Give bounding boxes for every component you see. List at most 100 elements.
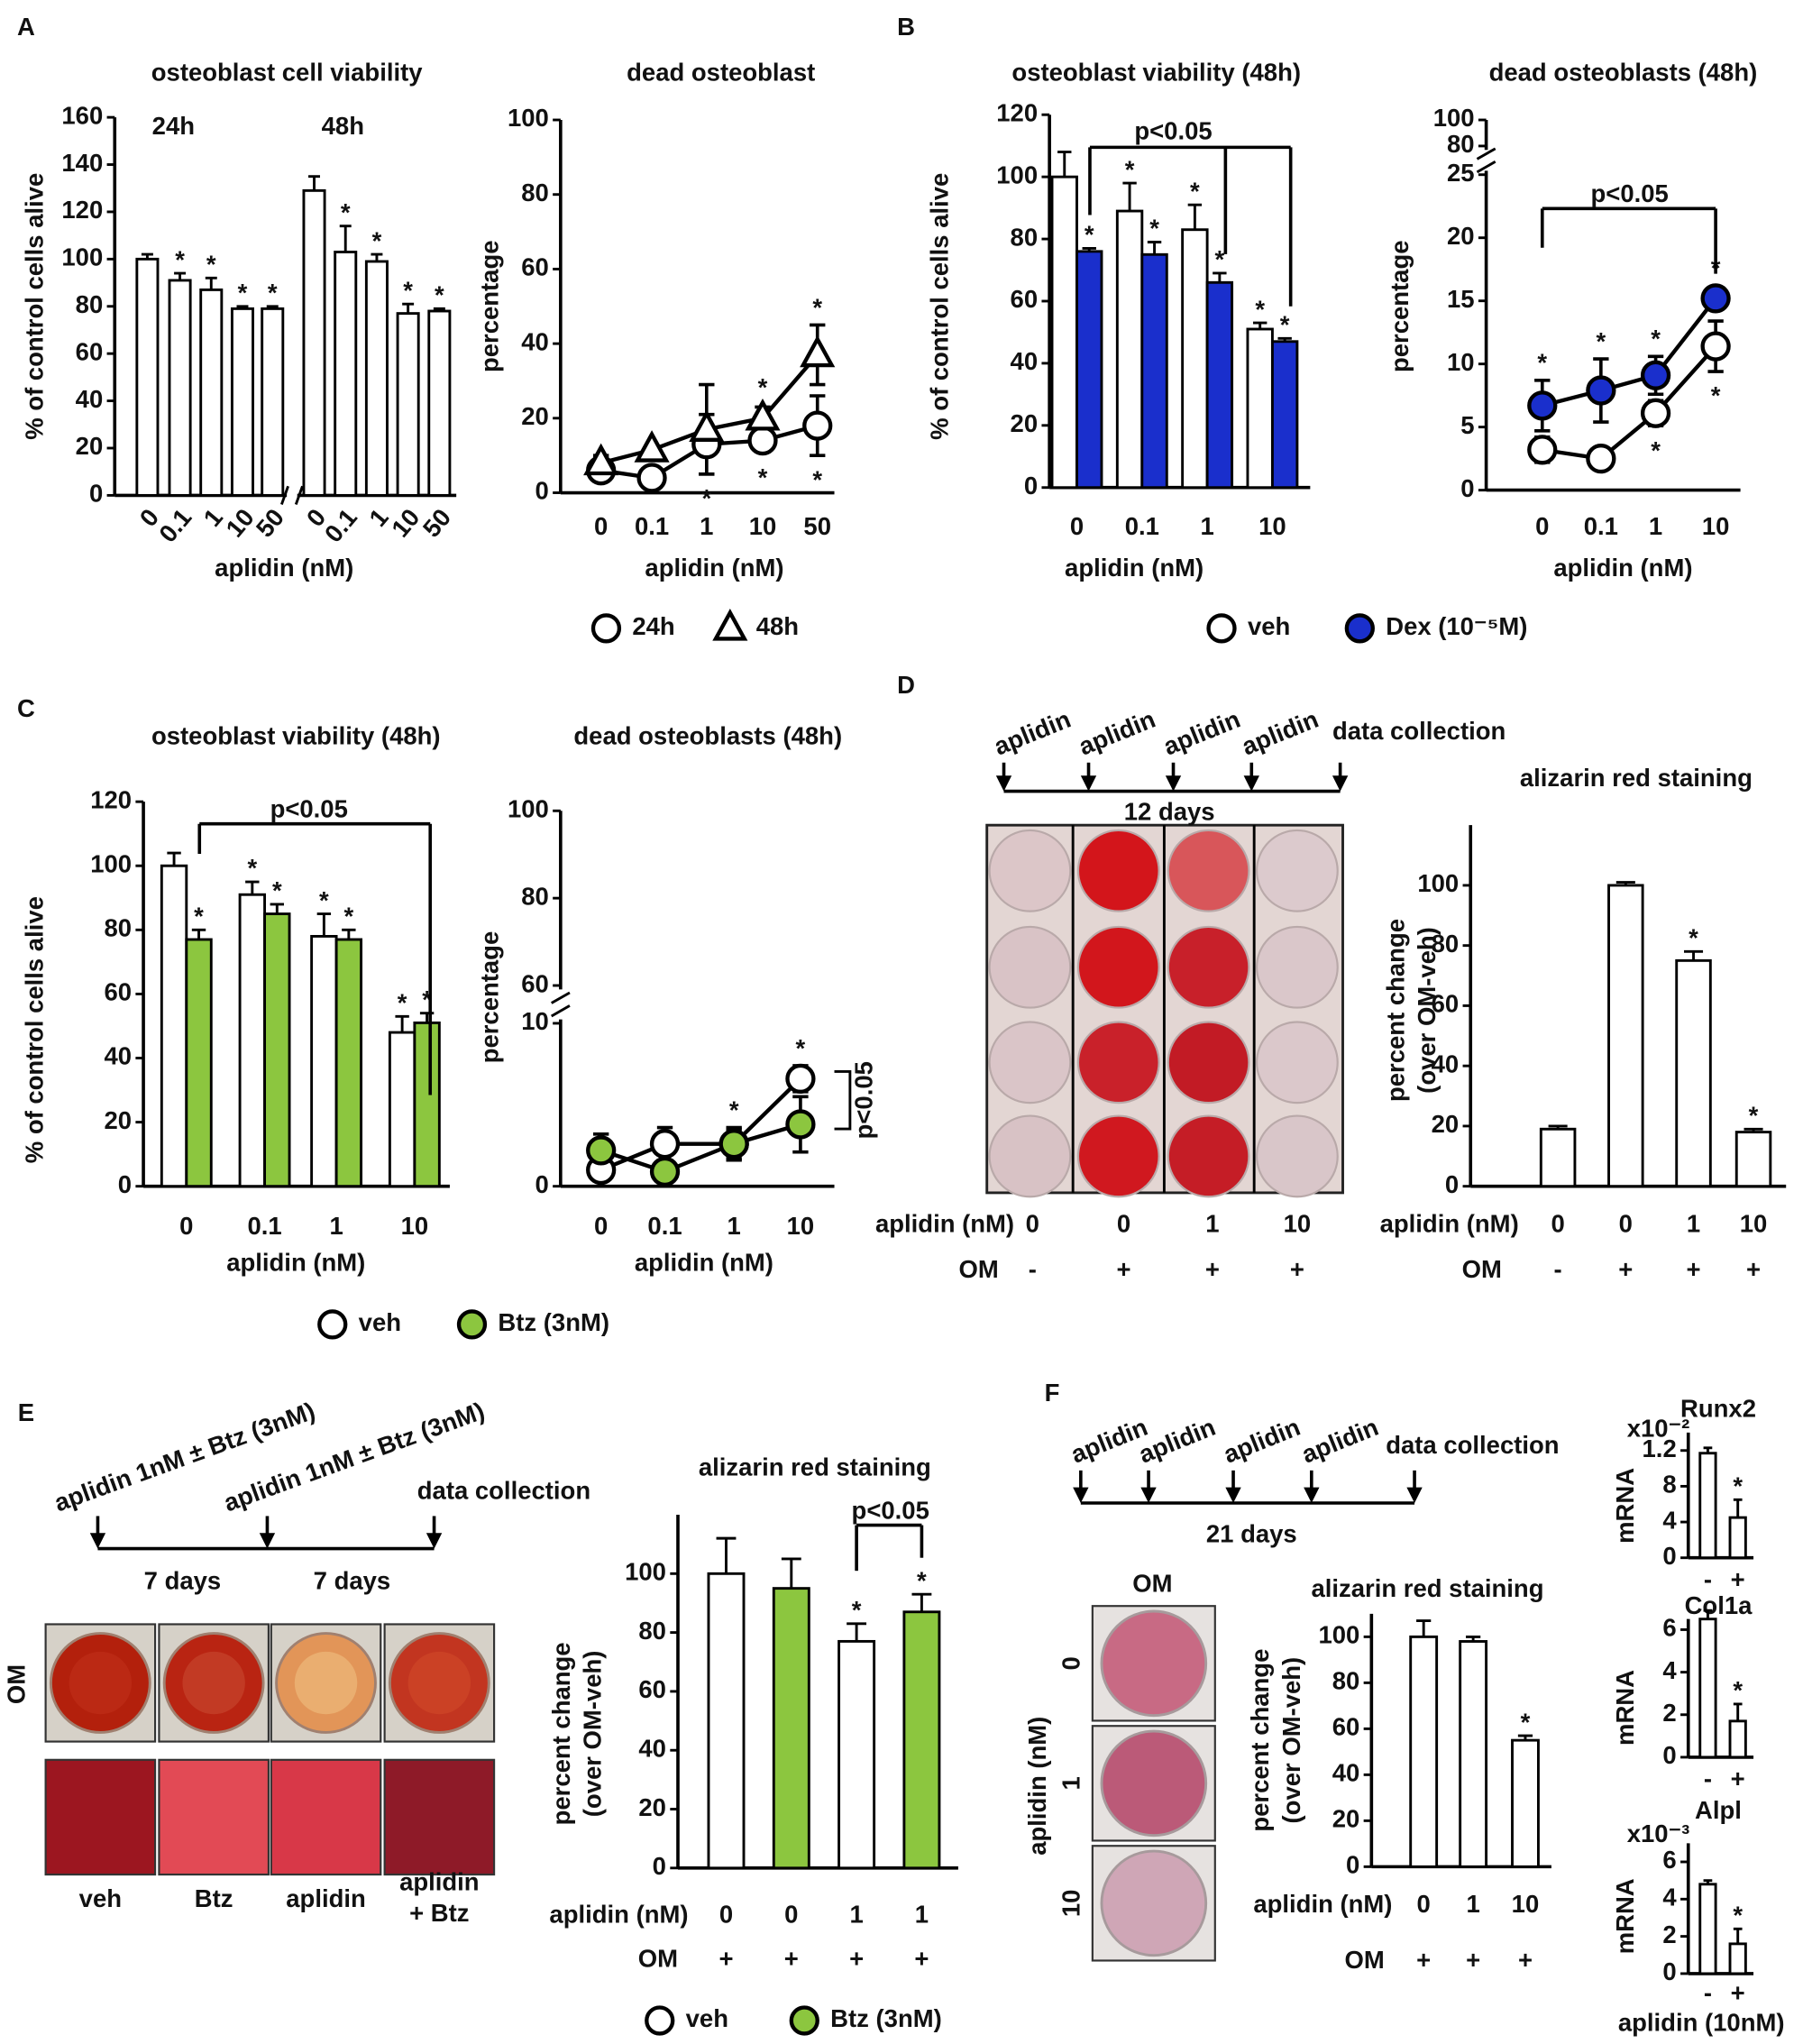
bar: [1459, 1640, 1488, 1868]
significance-star: *: [1733, 1472, 1743, 1500]
marker: [1344, 613, 1375, 644]
marker: [1640, 360, 1671, 390]
bar: [135, 257, 160, 497]
x-tick-label: 0: [1070, 512, 1084, 540]
timeline-arrowhead: [1080, 775, 1097, 792]
chart-title: dead osteoblasts (48h): [1489, 59, 1758, 87]
y-tick-label: 1.2: [1643, 1434, 1677, 1462]
error-bar: [911, 1592, 932, 1612]
x-tick-label: 50: [251, 503, 289, 542]
panel-label: C: [17, 694, 35, 722]
well: [1255, 1114, 1339, 1198]
y-tick-label: 20: [638, 1793, 666, 1821]
bar: [427, 309, 452, 497]
error-bar: [781, 1557, 801, 1589]
y-axis-label: mRNA: [1611, 1878, 1639, 1954]
timeline-arrowhead: [1140, 1487, 1157, 1503]
significance-star: *: [403, 276, 413, 304]
y-tick-label: 60: [76, 337, 104, 365]
axis-break: [294, 485, 304, 506]
row-value: +: [1466, 1946, 1480, 1974]
timeline-arrowhead: [1406, 1487, 1423, 1503]
error-bar: [1082, 246, 1096, 252]
y-tick-label: 20: [76, 432, 104, 460]
bar: [168, 279, 192, 497]
bar: [707, 1572, 746, 1870]
significance-star: *: [729, 1096, 739, 1124]
x-tick-label: 0: [1417, 1890, 1431, 1918]
y-tick-label: 20: [1332, 1805, 1360, 1833]
axis-break: [1476, 147, 1496, 160]
marker: [586, 1135, 617, 1166]
error-bar: [236, 305, 249, 309]
bar: [1205, 280, 1234, 490]
significance-star: *: [812, 465, 822, 493]
y-axis-label: mRNA: [1611, 1468, 1639, 1544]
error-bar: [371, 252, 383, 261]
error-bar: [266, 305, 279, 309]
well: [1076, 1021, 1160, 1104]
y-tick-label: 20: [1011, 409, 1039, 437]
x-tick-label: 0: [784, 1901, 798, 1929]
row-label: OM: [958, 1255, 998, 1283]
marker: [456, 1309, 488, 1340]
end-label: data collection: [1332, 717, 1506, 745]
error-bar: [1057, 151, 1072, 178]
photo-axis-label: aplidin (nM): [1023, 1717, 1051, 1856]
timeline-arrowhead: [995, 775, 1012, 792]
row-label: OM: [2, 1664, 30, 1704]
bar: [1539, 1127, 1577, 1188]
y-tick-label: 40: [638, 1734, 666, 1762]
x-tick-label: 10: [1512, 1890, 1540, 1918]
y-tick-label: 100: [1417, 869, 1459, 897]
y-tick-label: 40: [521, 327, 549, 355]
x-tick-label: 0: [594, 1212, 608, 1240]
marker: [718, 1129, 749, 1159]
micrograph: [44, 1758, 157, 1876]
marker: [689, 409, 725, 442]
marker: [636, 463, 667, 493]
bar: [1115, 209, 1144, 490]
chart-title: alizarin red staining: [1312, 1574, 1544, 1602]
event-label: aplidin: [990, 705, 1075, 761]
y-tick-label: 15: [1447, 285, 1475, 313]
legend-label: veh: [686, 2004, 728, 2032]
error-bar: [141, 252, 153, 260]
error-bar: [270, 903, 284, 914]
event-label: aplidin: [1075, 705, 1159, 761]
event-label: aplidin: [1238, 705, 1323, 761]
axis-break: [1476, 160, 1496, 174]
photo-caption: Btz: [195, 1884, 233, 1912]
well: [988, 925, 1072, 1009]
legend-label: Btz (3nM): [498, 1308, 609, 1336]
significance-star: *: [372, 226, 382, 254]
bar: [261, 307, 285, 497]
x-tick-label: -: [1704, 1978, 1712, 2006]
significance-star: *: [758, 373, 768, 401]
well: [988, 1114, 1072, 1198]
series-line: [1542, 344, 1717, 461]
bar: [185, 938, 213, 1188]
bar: [1734, 1131, 1772, 1188]
x-tick-label: 0: [1619, 1209, 1633, 1237]
legend-label: Dex (10⁻⁵M): [1386, 612, 1527, 640]
error-bar: [1733, 1498, 1743, 1518]
photo-caption: veh: [79, 1884, 122, 1912]
photo-label: 0: [1057, 1656, 1085, 1670]
error-bar: [1277, 336, 1292, 342]
marker: [745, 398, 781, 431]
x-tick-label: +: [1731, 1764, 1745, 1792]
x-axis-label: aplidin (nM): [1380, 1209, 1519, 1237]
marker: [1527, 390, 1558, 421]
bar: [1409, 1635, 1439, 1868]
x-tick-label: 1: [1649, 512, 1662, 540]
significance-star: *: [398, 989, 407, 1017]
chart-title: alizarin red staining: [699, 1453, 931, 1481]
row-value: 1: [1205, 1209, 1219, 1237]
chart-title: dead osteoblast: [627, 59, 815, 87]
y-axis-label: percent change: [1382, 919, 1410, 1102]
error-bar: [1733, 1702, 1743, 1721]
y-tick-label: 0: [535, 1170, 549, 1198]
error-bar: [316, 912, 332, 937]
x-tick-label: 0.1: [1584, 512, 1618, 540]
